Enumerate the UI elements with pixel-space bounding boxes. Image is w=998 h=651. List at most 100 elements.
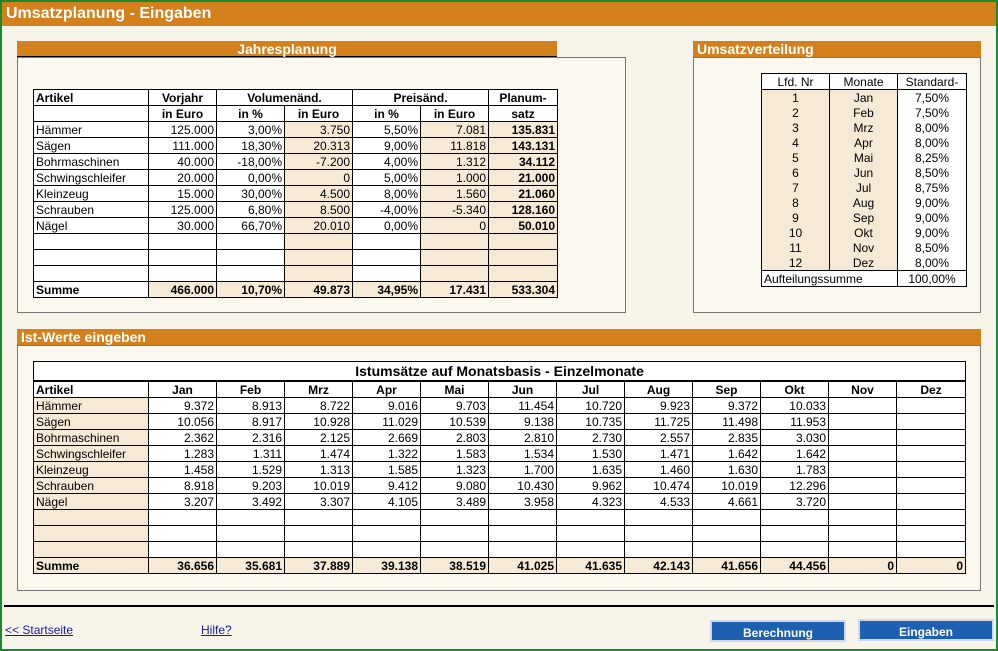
month-value-cell[interactable]: 8.918 <box>148 477 217 494</box>
month-value-cell[interactable] <box>420 525 489 542</box>
month-value-cell[interactable] <box>488 525 557 542</box>
month-value-cell[interactable]: 2.803 <box>420 429 489 446</box>
month-value-cell[interactable] <box>488 509 557 526</box>
artikel-cell[interactable] <box>33 233 149 250</box>
month-value-cell[interactable]: 2.362 <box>148 429 217 446</box>
month-value-cell[interactable]: 3.207 <box>148 493 217 510</box>
month-value-cell[interactable]: 8.913 <box>216 397 285 414</box>
month-value-cell[interactable] <box>828 413 897 430</box>
month-value-cell[interactable] <box>828 397 897 414</box>
month-value-cell[interactable]: 8.917 <box>216 413 285 430</box>
standard-pct-cell[interactable]: 8,00% <box>897 135 967 150</box>
month-value-cell[interactable]: 1.630 <box>692 461 761 478</box>
vorjahr-cell[interactable] <box>148 265 217 282</box>
month-value-cell[interactable]: 9.080 <box>420 477 489 494</box>
month-value-cell[interactable] <box>895 397 967 414</box>
month-value-cell[interactable]: 11.498 <box>692 413 761 430</box>
standard-pct-cell[interactable]: 8,00% <box>897 120 967 135</box>
pr-pct-cell[interactable]: 8,00% <box>352 185 422 202</box>
pr-pct-cell[interactable]: -4,00% <box>352 201 422 218</box>
month-value-cell[interactable] <box>352 541 421 558</box>
month-value-cell[interactable] <box>216 509 285 526</box>
month-value-cell[interactable] <box>488 541 557 558</box>
month-value-cell[interactable]: 10.474 <box>624 477 693 494</box>
month-value-cell[interactable]: 10.735 <box>556 413 625 430</box>
month-value-cell[interactable]: 2.810 <box>488 429 557 446</box>
pr-pct-cell[interactable] <box>352 249 422 266</box>
artikel-cell[interactable]: Sägen <box>33 137 149 154</box>
month-value-cell[interactable] <box>556 509 625 526</box>
month-value-cell[interactable]: 10.019 <box>284 477 353 494</box>
vorjahr-cell[interactable]: 111.000 <box>148 137 217 154</box>
month-value-cell[interactable] <box>895 413 967 430</box>
month-value-cell[interactable]: 1.322 <box>352 445 421 462</box>
vorjahr-cell[interactable] <box>148 249 217 266</box>
month-value-cell[interactable]: 2.125 <box>284 429 353 446</box>
month-value-cell[interactable]: 9.703 <box>420 397 489 414</box>
month-value-cell[interactable]: 11.953 <box>760 413 829 430</box>
month-value-cell[interactable] <box>216 525 285 542</box>
month-value-cell[interactable]: 4.533 <box>624 493 693 510</box>
month-value-cell[interactable] <box>895 429 967 446</box>
artikel-cell[interactable]: Hämmer <box>33 121 149 138</box>
month-value-cell[interactable] <box>284 509 353 526</box>
month-value-cell[interactable] <box>216 541 285 558</box>
month-value-cell[interactable] <box>828 461 897 478</box>
month-value-cell[interactable]: 9.203 <box>216 477 285 494</box>
month-value-cell[interactable]: 9.412 <box>352 477 421 494</box>
month-value-cell[interactable] <box>895 493 967 510</box>
vol-pct-cell[interactable]: 6,80% <box>216 201 285 218</box>
month-value-cell[interactable]: 10.019 <box>692 477 761 494</box>
month-value-cell[interactable] <box>760 525 829 542</box>
month-value-cell[interactable]: 9.923 <box>624 397 693 414</box>
month-value-cell[interactable]: 1.460 <box>624 461 693 478</box>
month-value-cell[interactable]: 1.635 <box>556 461 625 478</box>
month-value-cell[interactable]: 1.529 <box>216 461 285 478</box>
month-value-cell[interactable]: 1.534 <box>488 445 557 462</box>
artikel-cell[interactable] <box>33 249 149 266</box>
month-value-cell[interactable]: 3.720 <box>760 493 829 510</box>
standard-pct-cell[interactable]: 7,50% <box>897 89 967 105</box>
artikel-cell[interactable]: Schwingschleifer <box>33 169 149 186</box>
vorjahr-cell[interactable]: 125.000 <box>148 201 217 218</box>
standard-pct-cell[interactable]: 8,00% <box>897 255 967 271</box>
month-value-cell[interactable]: 11.029 <box>352 413 421 430</box>
vorjahr-cell[interactable]: 125.000 <box>148 121 217 138</box>
month-value-cell[interactable]: 1.474 <box>284 445 353 462</box>
month-value-cell[interactable]: 3.307 <box>284 493 353 510</box>
month-value-cell[interactable] <box>148 509 217 526</box>
month-value-cell[interactable]: 2.730 <box>556 429 625 446</box>
month-value-cell[interactable]: 10.056 <box>148 413 217 430</box>
month-value-cell[interactable] <box>692 509 761 526</box>
month-value-cell[interactable] <box>692 541 761 558</box>
month-value-cell[interactable]: 1.700 <box>488 461 557 478</box>
standard-pct-cell[interactable]: 8,75% <box>897 180 967 195</box>
month-value-cell[interactable]: 1.585 <box>352 461 421 478</box>
month-value-cell[interactable] <box>624 541 693 558</box>
month-value-cell[interactable]: 4.323 <box>556 493 625 510</box>
month-value-cell[interactable]: 2.316 <box>216 429 285 446</box>
month-value-cell[interactable]: 1.583 <box>420 445 489 462</box>
vol-pct-cell[interactable] <box>216 249 285 266</box>
startseite-link[interactable]: << Startseite <box>5 623 74 637</box>
month-value-cell[interactable] <box>760 509 829 526</box>
vorjahr-cell[interactable]: 40.000 <box>148 153 217 170</box>
month-value-cell[interactable]: 11.725 <box>624 413 693 430</box>
vol-pct-cell[interactable] <box>216 233 285 250</box>
vorjahr-cell[interactable]: 20.000 <box>148 169 217 186</box>
vol-pct-cell[interactable]: 66,70% <box>216 217 285 234</box>
pr-pct-cell[interactable]: 9,00% <box>352 137 422 154</box>
month-value-cell[interactable]: 12.296 <box>760 477 829 494</box>
month-value-cell[interactable]: 2.557 <box>624 429 693 446</box>
month-value-cell[interactable] <box>148 541 217 558</box>
month-value-cell[interactable]: 10.928 <box>284 413 353 430</box>
vorjahr-cell[interactable] <box>148 233 217 250</box>
artikel-cell[interactable]: Bohrmaschinen <box>33 153 149 170</box>
month-value-cell[interactable] <box>760 541 829 558</box>
standard-pct-cell[interactable]: 9,00% <box>897 195 967 210</box>
month-value-cell[interactable]: 1.530 <box>556 445 625 462</box>
pr-pct-cell[interactable]: 5,00% <box>352 169 422 186</box>
month-value-cell[interactable] <box>420 509 489 526</box>
month-value-cell[interactable]: 4.105 <box>352 493 421 510</box>
month-value-cell[interactable]: 1.642 <box>692 445 761 462</box>
